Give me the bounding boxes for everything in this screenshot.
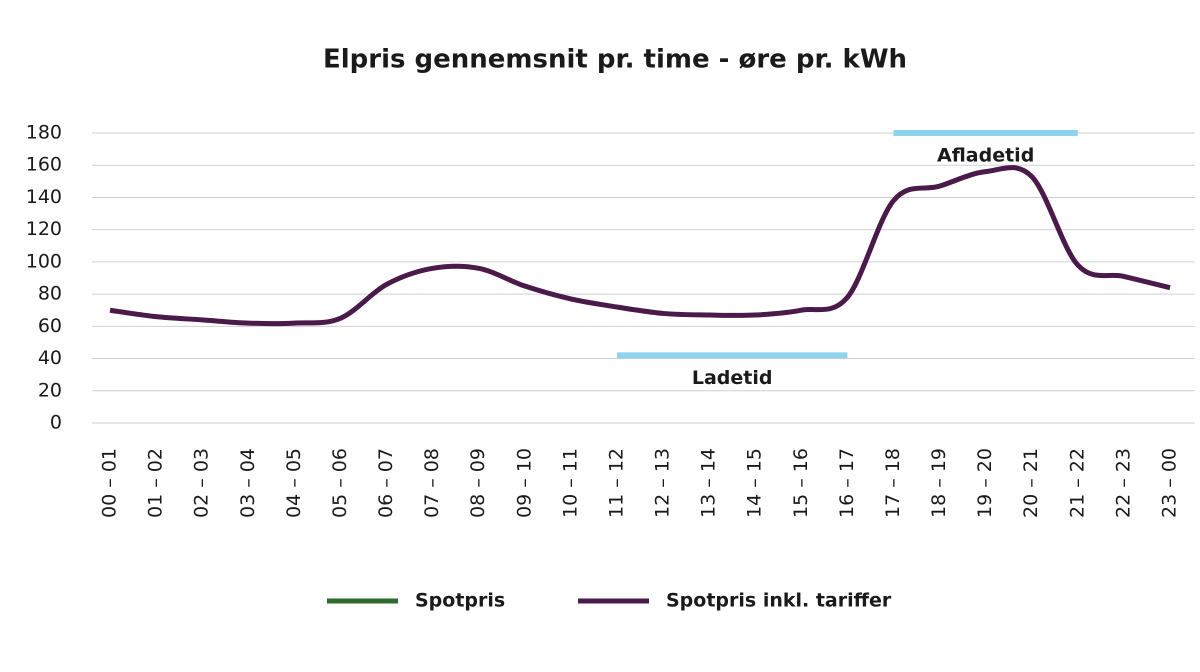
- x-tick-label: 15 – 16: [790, 448, 812, 518]
- annotation-label: Afladetid: [937, 145, 1034, 167]
- x-tick-label: 18 – 19: [928, 448, 950, 518]
- y-tick-label: 180: [26, 122, 62, 144]
- y-tick-label: 140: [26, 186, 62, 208]
- x-tick-label: 03 – 04: [237, 448, 259, 518]
- x-tick-label: 21 – 22: [1066, 448, 1088, 518]
- series-line: [109, 165, 1171, 327]
- x-tick-label: 06 – 07: [375, 448, 397, 518]
- x-tick-label: 10 – 11: [559, 448, 581, 518]
- x-tick-label: 17 – 18: [882, 448, 904, 518]
- x-tick-label: 05 – 06: [329, 448, 351, 518]
- y-tick-label: 120: [26, 218, 62, 240]
- x-tick-label: 09 – 10: [513, 448, 535, 518]
- y-tick-label: 60: [38, 315, 62, 337]
- x-tick-label: 07 – 08: [421, 448, 443, 518]
- x-tick-label: 14 – 15: [744, 448, 766, 518]
- legend-label: Spotpris inkl. tariffer: [666, 590, 892, 612]
- x-tick-label: 12 – 13: [652, 448, 674, 518]
- annotation-label: Ladetid: [692, 367, 773, 389]
- y-tick-label: 0: [50, 412, 62, 434]
- x-tick-label: 23 – 00: [1159, 448, 1181, 518]
- y-tick-label: 100: [26, 250, 62, 272]
- x-tick-label: 20 – 21: [1020, 448, 1042, 518]
- y-tick-label: 20: [38, 379, 62, 401]
- y-tick-label: 160: [26, 154, 62, 176]
- y-tick-label: 40: [38, 347, 62, 369]
- x-tick-label: 04 – 05: [283, 448, 305, 518]
- x-tick-label: 01 – 02: [145, 448, 167, 518]
- legend-label: Spotpris: [415, 590, 505, 612]
- x-tick-label: 22 – 23: [1112, 448, 1134, 518]
- x-tick-label: 13 – 14: [698, 448, 720, 518]
- x-tick-label: 00 – 01: [99, 448, 121, 518]
- y-tick-label: 80: [38, 283, 62, 305]
- x-tick-label: 11 – 12: [605, 448, 627, 518]
- chart-title: Elpris gennemsnit pr. time - øre pr. kWh: [323, 45, 907, 75]
- x-tick-label: 19 – 20: [974, 448, 996, 518]
- x-tick-label: 08 – 09: [467, 448, 489, 518]
- x-tick-label: 02 – 03: [191, 448, 213, 518]
- x-tick-label: 16 – 17: [836, 448, 858, 518]
